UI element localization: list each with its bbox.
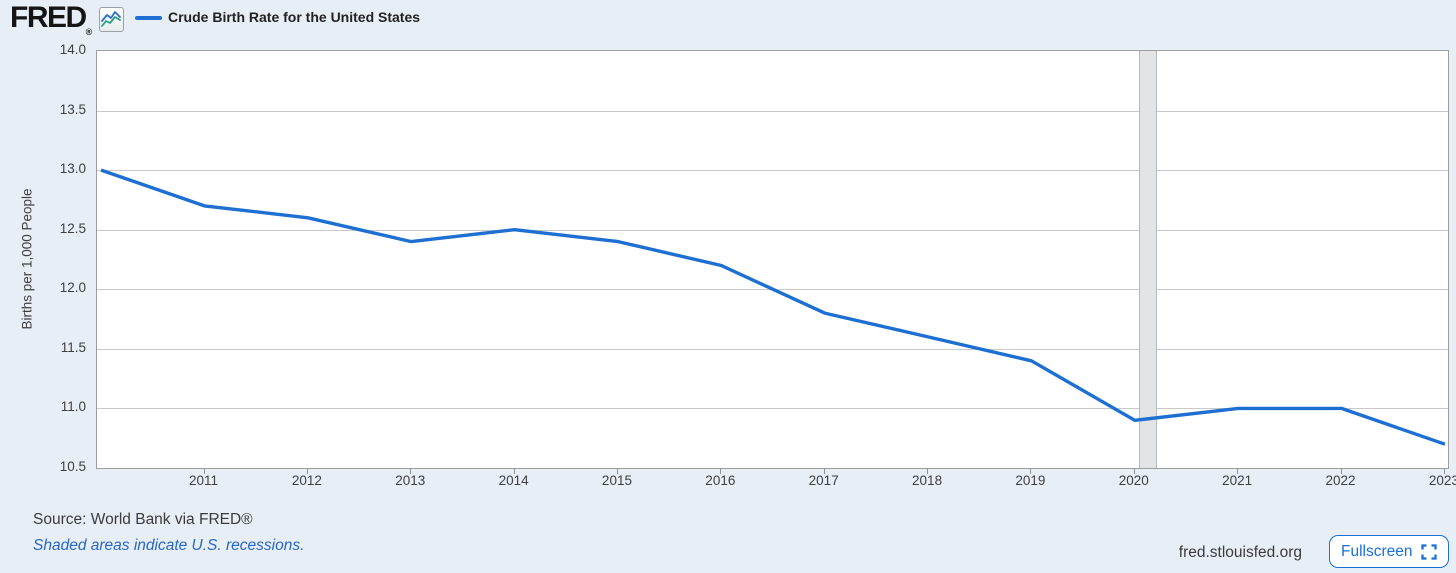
x-axis-tick (1237, 469, 1239, 474)
source-attribution: Source: World Bank via FRED® (33, 511, 253, 528)
x-axis-tick-label: 2019 (1015, 473, 1046, 488)
x-axis-tick (1443, 469, 1445, 474)
x-axis-tick-label: 2020 (1118, 473, 1149, 488)
x-axis-tick (203, 469, 205, 474)
fred-logo[interactable]: FRED® (10, 2, 92, 48)
gridline (97, 170, 1448, 171)
fullscreen-button[interactable]: Fullscreen (1329, 535, 1449, 568)
x-axis-tick-label: 2023 (1428, 473, 1456, 488)
x-axis-tick (1340, 469, 1342, 474)
y-axis-tick-label: 12.5 (59, 220, 86, 236)
x-axis-tick (720, 469, 722, 474)
x-axis-tick-label: 2022 (1325, 473, 1356, 488)
x-axis-tick (823, 469, 825, 474)
series-line-chart (100, 168, 1446, 446)
x-axis-tick-label: 2015 (601, 473, 632, 488)
gridline (97, 111, 1448, 112)
x-axis-tick-label: 2016 (705, 473, 736, 488)
y-axis-tick-label: 11.5 (60, 339, 86, 355)
y-axis-title: Births per 1,000 People (19, 188, 35, 330)
y-axis-tick-label: 10.5 (59, 459, 86, 474)
legend-series-label: Crude Birth Rate for the United States (168, 9, 421, 25)
zigzag-lines-icon (101, 11, 121, 27)
y-axis-tick-label: 11.0 (60, 399, 86, 415)
fullscreen-button-label: Fullscreen (1341, 542, 1413, 560)
y-axis-tick-label: 13.5 (59, 101, 86, 117)
y-axis-tick-label: 12.0 (59, 280, 86, 296)
chart-plot-area[interactable] (96, 50, 1449, 469)
x-axis-tick-label: 2013 (395, 473, 426, 488)
fred-logo-text: FRED (10, 1, 87, 34)
fullscreen-icon (1420, 543, 1437, 560)
recessions-note-link[interactable]: Shaded areas indicate U.S. recessions. (33, 537, 305, 554)
registered-mark: ® (85, 27, 93, 37)
x-axis-tick-label: 2017 (808, 473, 839, 488)
x-axis-tick-label: 2012 (291, 473, 322, 488)
legend-line-swatch (135, 16, 162, 20)
x-axis-tick (616, 469, 618, 474)
fred-chart-icon (99, 7, 124, 32)
x-axis-tick (306, 469, 308, 474)
series-line (100, 168, 1446, 446)
x-axis-tick (1030, 469, 1032, 474)
x-axis-tick (410, 469, 412, 474)
x-axis-tick (927, 469, 929, 474)
recession-band (1139, 51, 1157, 468)
y-axis-tick-label: 13.0 (59, 161, 86, 177)
x-axis-tick-label: 2018 (912, 473, 943, 488)
gridline (97, 349, 1448, 350)
x-axis-tick-label: 2021 (1222, 473, 1253, 488)
gridline (97, 408, 1448, 409)
x-axis-tick-label: 2011 (188, 473, 219, 488)
gridline (97, 230, 1448, 231)
x-axis-tick (513, 469, 515, 474)
y-axis-tick-label: 14.0 (59, 42, 86, 57)
x-axis-tick (1133, 469, 1135, 474)
x-axis-tick-label: 2014 (498, 473, 529, 488)
fred-site-label: fred.stlouisfed.org (1178, 544, 1302, 561)
